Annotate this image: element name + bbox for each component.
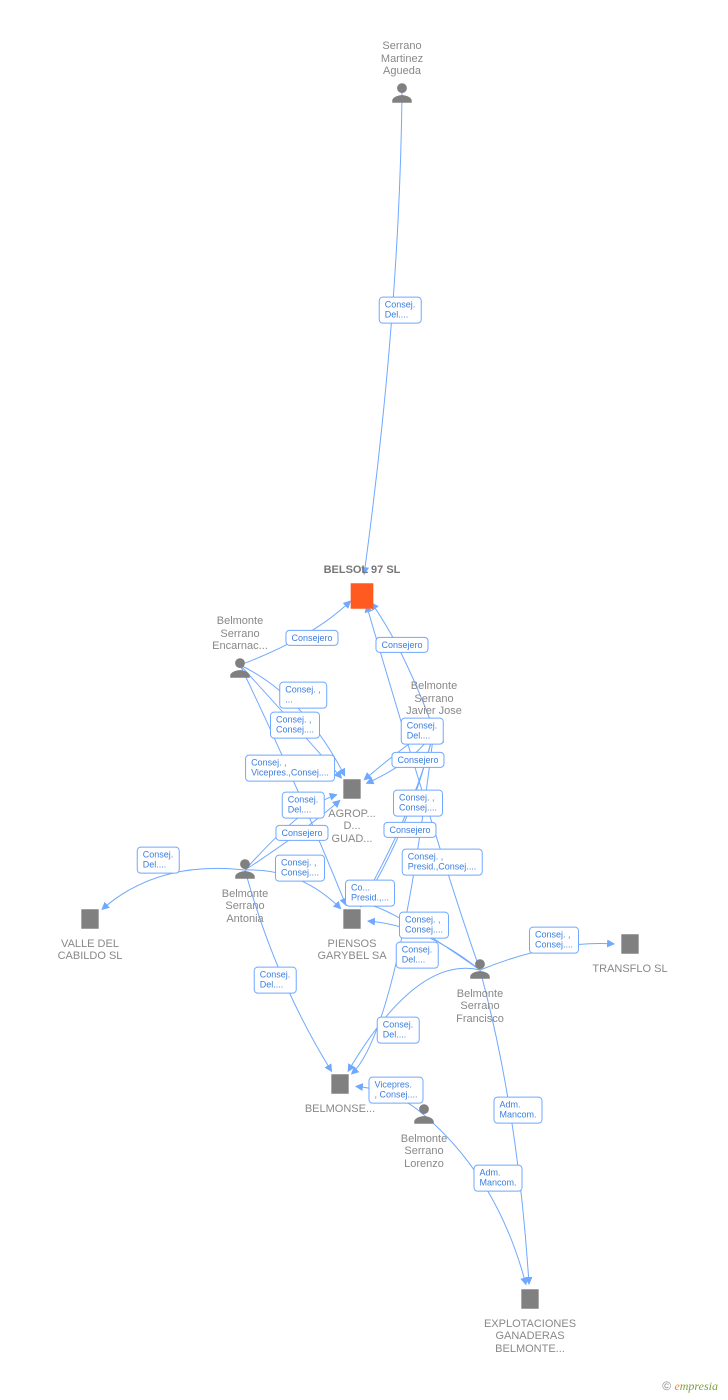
edge-label: Consej. , Consej.... xyxy=(270,712,320,739)
edge-label: Consej. , Vicepres.,Consej.... xyxy=(245,755,335,782)
building-icon xyxy=(339,776,365,806)
building-icon xyxy=(339,906,365,936)
node-label: SerranoMartinezAgueda xyxy=(342,40,462,78)
edge xyxy=(364,90,402,574)
edge-label: Consej. Del.... xyxy=(377,1017,420,1044)
edge-label: Consejero xyxy=(383,822,436,838)
node-explot[interactable]: EXPLOTACIONESGANADERASBELMONTE... xyxy=(470,1286,590,1356)
building-icon xyxy=(517,1286,543,1316)
edge-label: Consej. Del.... xyxy=(379,297,422,324)
person-icon xyxy=(227,655,253,685)
edge-label: Consejero xyxy=(275,825,328,841)
node-label: BelmonteSerranoEncarnac... xyxy=(180,615,300,653)
copyright-brand-rest: mpresia xyxy=(680,1379,718,1393)
edge-label: Consej. , Consej.... xyxy=(275,855,325,882)
person-icon xyxy=(467,956,493,986)
edge-label: Consej. Del.... xyxy=(396,942,439,969)
edge-label: Consej. , Presid.,Consej.... xyxy=(402,849,483,876)
node-label: EXPLOTACIONESGANADERASBELMONTE... xyxy=(470,1318,590,1356)
node-lorenzo[interactable]: BelmonteSerranoLorenzo xyxy=(364,1101,484,1171)
node-serrano[interactable]: SerranoMartinezAgueda xyxy=(342,40,462,110)
edge-label: Vicepres. , Consej.... xyxy=(368,1077,423,1104)
edge-label: Consej. , Consej.... xyxy=(399,912,449,939)
building-icon xyxy=(345,579,379,617)
edge-label: Consej. Del.... xyxy=(401,718,444,745)
node-label: BELSOL 97 SL xyxy=(302,564,422,577)
node-transflo[interactable]: TRANSFLO SL xyxy=(570,931,690,975)
edge-label: Adm. Mancom. xyxy=(493,1097,542,1124)
building-icon xyxy=(617,931,643,961)
node-valle[interactable]: VALLE DELCABILDO SL xyxy=(30,906,150,963)
node-label: VALLE DELCABILDO SL xyxy=(30,938,150,963)
node-label: BelmonteSerranoJavier Jose xyxy=(374,680,494,718)
node-label: BelmonteSerranoLorenzo xyxy=(364,1133,484,1171)
edge-label: Consej. Del.... xyxy=(254,967,297,994)
node-label: TRANSFLO SL xyxy=(570,963,690,976)
node-label: PIENSOSGARYBEL SA xyxy=(292,938,412,963)
edge-label: Consej. , Consej.... xyxy=(393,790,443,817)
edges-layer xyxy=(0,0,728,1400)
node-label: BelmonteSerranoFrancisco xyxy=(420,988,540,1026)
edge-label: Consejero xyxy=(375,637,428,653)
node-piensos[interactable]: PIENSOSGARYBEL SA xyxy=(292,906,412,963)
edge-label: Consejero xyxy=(285,630,338,646)
building-icon xyxy=(77,906,103,936)
node-encarnac[interactable]: BelmonteSerranoEncarnac... xyxy=(180,615,300,685)
edge-label: Consej. , Consej.... xyxy=(529,927,579,954)
node-label: BelmonteSerranoAntonia xyxy=(185,888,305,926)
edge-label: Consej. Del.... xyxy=(137,847,180,874)
copyright-symbol: © xyxy=(662,1379,671,1393)
edge-label: Co... Presid.,... xyxy=(345,880,395,907)
person-icon xyxy=(232,856,258,886)
person-icon xyxy=(389,80,415,110)
edge-label: Adm. Mancom. xyxy=(473,1165,522,1192)
person-icon xyxy=(411,1101,437,1131)
building-icon xyxy=(327,1071,353,1101)
edge-label: Consejero xyxy=(391,752,444,768)
edge-label: Consej. Del.... xyxy=(282,792,325,819)
copyright: © empresia xyxy=(662,1379,718,1394)
node-belsol[interactable]: BELSOL 97 SL xyxy=(302,564,422,616)
edge-label: Consej. , ... xyxy=(279,682,327,709)
